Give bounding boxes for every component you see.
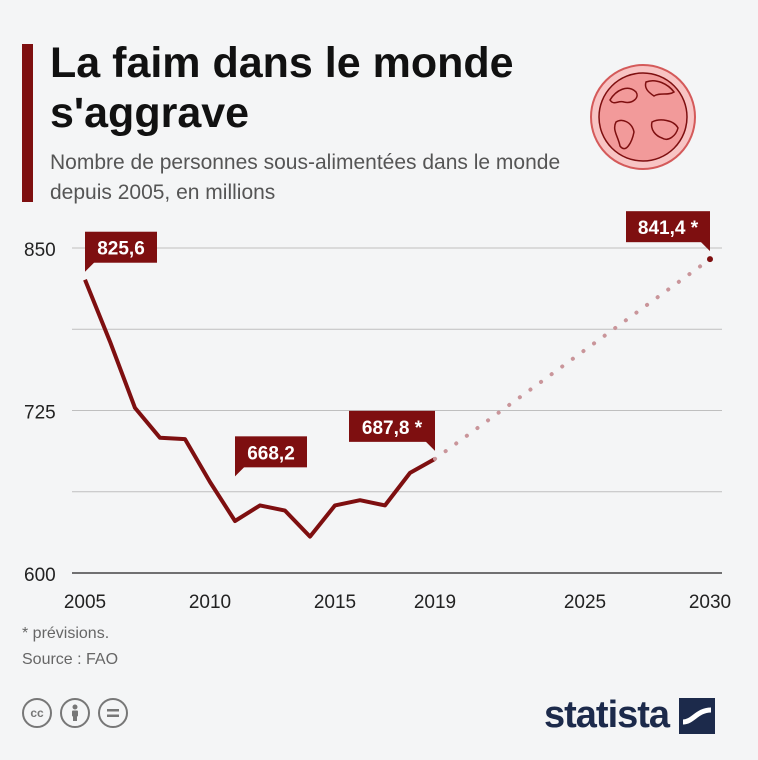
x-tick-label: 2015 bbox=[314, 592, 356, 613]
source-note: Source : FAO bbox=[22, 651, 119, 668]
grid-lines bbox=[72, 247, 722, 574]
title-accent-bar bbox=[22, 44, 33, 202]
data-label-box bbox=[235, 436, 307, 468]
data-label-text: 687,8 * bbox=[362, 418, 423, 439]
forecast-line bbox=[433, 257, 712, 461]
x-tick-label: 2019 bbox=[414, 592, 456, 613]
x-tick-label: 2030 bbox=[689, 592, 731, 613]
data-label: 841,4 * bbox=[626, 211, 710, 252]
data-label-box bbox=[349, 410, 435, 442]
y-axis: 600 725 850 bbox=[24, 240, 56, 586]
no-derivatives-icon[interactable] bbox=[98, 698, 128, 728]
forecast-note: * prévisions. bbox=[22, 625, 110, 642]
data-label-text: 825,6 bbox=[97, 239, 145, 260]
attribution-icon[interactable] bbox=[60, 698, 90, 728]
line-chart: 600 725 850 2005 2010 2015 2019 2025 2030 825,6… bbox=[24, 211, 731, 613]
data-label-pointer bbox=[425, 440, 435, 451]
forecast-point bbox=[707, 256, 713, 263]
chart-title: La faim dans le monde s'aggrave bbox=[50, 39, 514, 137]
data-label-text: 841,4 * bbox=[638, 218, 699, 239]
globe-icon bbox=[590, 64, 696, 170]
x-tick-label: 2010 bbox=[189, 592, 231, 613]
y-tick-label: 725 bbox=[24, 403, 56, 424]
data-label-box bbox=[85, 231, 157, 263]
data-label-text: 668,2 bbox=[247, 443, 295, 464]
data-label: 687,8 * bbox=[349, 410, 435, 451]
series-line bbox=[83, 278, 436, 539]
statista-logo[interactable]: statista bbox=[544, 694, 716, 737]
chart-subtitle: Nombre de personnes sous-alimentées dans… bbox=[50, 151, 561, 204]
cc-icon[interactable]: cc bbox=[22, 698, 52, 728]
data-label-pointer bbox=[235, 466, 245, 477]
data-label-pointer bbox=[700, 241, 710, 252]
data-label: 825,6 bbox=[85, 231, 157, 272]
brand-name: statista bbox=[544, 694, 670, 736]
license-icons: cc bbox=[22, 698, 128, 728]
data-label-box bbox=[626, 211, 710, 243]
x-axis: 2005 2010 2015 2019 2025 2030 bbox=[64, 592, 731, 613]
y-tick-label: 600 bbox=[24, 565, 56, 586]
x-tick-label: 2005 bbox=[64, 592, 106, 613]
data-labels: 825,6 668,2 687,8 * 841,4 * bbox=[85, 211, 710, 477]
x-tick-label: 2025 bbox=[564, 592, 606, 613]
data-label: 668,2 bbox=[235, 436, 307, 477]
y-tick-label: 850 bbox=[24, 240, 56, 261]
data-label-pointer bbox=[85, 261, 95, 272]
series-group bbox=[83, 256, 713, 539]
statista-mark-icon bbox=[679, 697, 716, 734]
